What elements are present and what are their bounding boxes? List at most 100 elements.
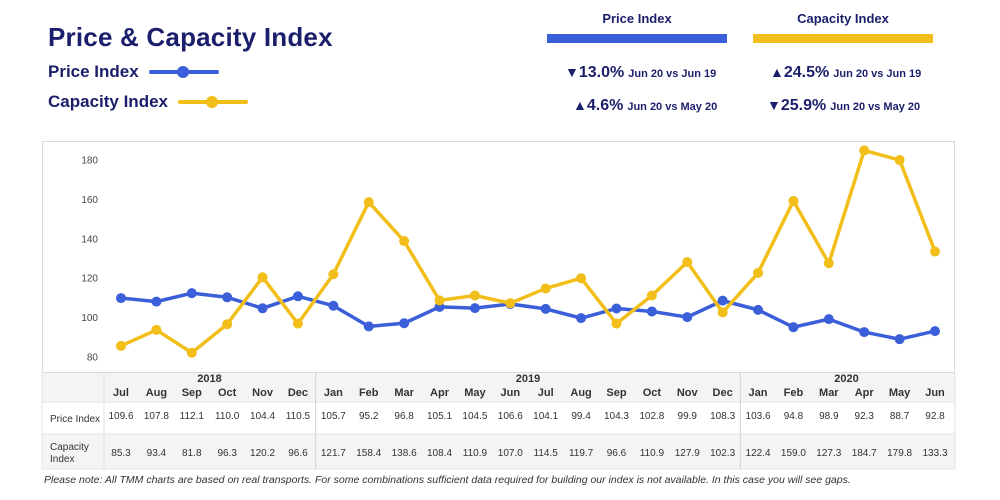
- year-label: 2019: [516, 373, 540, 385]
- kpi-price-mom: ▲4.6% Jun 20 vs May 20: [573, 97, 717, 115]
- data-point-price: [859, 327, 870, 338]
- data-point-price: [186, 288, 197, 299]
- legend-capacity-label: Capacity Index: [48, 92, 168, 111]
- table-cell: 99.4: [571, 411, 591, 422]
- table-cell: 107.8: [144, 411, 169, 422]
- x-tick-label: Dec: [713, 387, 733, 399]
- kpi-capacity-bar: [753, 34, 933, 43]
- data-point-capacity: [116, 340, 126, 351]
- table-cell: 110.0: [215, 411, 240, 422]
- table-cell: 88.7: [890, 411, 910, 422]
- table-cell: 105.7: [321, 411, 346, 422]
- x-tick-label: Jan: [324, 387, 343, 399]
- data-point-price: [363, 321, 374, 332]
- data-point-price: [328, 300, 339, 311]
- data-point-price: [222, 292, 233, 303]
- table-cell: 85.3: [111, 448, 131, 459]
- x-tick-label: Jun: [925, 387, 945, 399]
- x-tick-label: Apr: [855, 387, 875, 399]
- kpi-compare: Jun 20 vs May 20: [830, 101, 921, 113]
- kpi-pct: 13.0%: [578, 64, 625, 81]
- table-cell: 133.3: [922, 448, 947, 459]
- table-cell: 127.3: [816, 448, 841, 459]
- data-point-price: [788, 322, 799, 333]
- kpi-compare: Jun 20 vs Jun 19: [833, 68, 922, 80]
- kpi-arrow: ▼: [767, 97, 781, 113]
- data-point-price: [292, 291, 303, 302]
- table-cell: 114.5: [534, 448, 559, 459]
- table-cell: 96.6: [288, 448, 308, 459]
- table-cell: 98.9: [819, 411, 839, 422]
- data-point-capacity: [222, 319, 233, 330]
- y-tick-label: 140: [81, 234, 98, 245]
- legend-price-swatch: [148, 65, 219, 79]
- data-point-price: [116, 293, 126, 304]
- data-point-capacity: [186, 347, 197, 358]
- x-tick-label: May: [464, 387, 486, 399]
- x-tick-label: Aug: [146, 387, 167, 399]
- x-tick-label: Jan: [749, 387, 768, 399]
- x-tick-label: Oct: [643, 387, 662, 399]
- kpi-capacity-mom: ▼25.9% Jun 20 vs May 20: [767, 97, 920, 115]
- data-point-capacity: [292, 318, 303, 329]
- data-point-capacity: [930, 246, 940, 257]
- y-tick-label: 180: [81, 156, 98, 167]
- data-point-capacity: [540, 283, 551, 294]
- data-point-capacity: [505, 298, 516, 309]
- table-cell: 106.6: [498, 411, 523, 422]
- x-tick-label: May: [889, 387, 911, 399]
- x-tick-label: Mar: [819, 387, 839, 399]
- y-tick-label: 80: [87, 352, 99, 363]
- kpi-compare: Jun 20 vs Jun 19: [628, 68, 717, 80]
- table-cell: 127.9: [675, 448, 700, 459]
- table-row-band: [42, 434, 955, 469]
- series-line-capacity: [120, 148, 937, 355]
- kpi-pct: 25.9%: [780, 97, 827, 114]
- row-label-capacity: Capacity Index: [50, 442, 89, 465]
- x-tick-label: Sep: [182, 387, 202, 399]
- data-point-capacity: [682, 257, 693, 268]
- chart-title: Price & Capacity Index: [48, 22, 333, 52]
- table-cell: 121.7: [321, 448, 346, 459]
- x-tick-label: Apr: [430, 387, 450, 399]
- kpi-capacity-yoy: ▲24.5% Jun 20 vs Jun 19: [770, 64, 921, 82]
- data-point-capacity: [611, 318, 622, 329]
- data-point-capacity: [894, 155, 905, 166]
- data-point-price: [894, 334, 905, 345]
- data-point-capacity: [151, 324, 162, 335]
- kpi-arrow: ▼: [565, 64, 579, 80]
- y-tick-label: 160: [81, 195, 98, 206]
- table-cell: 108.3: [710, 411, 735, 422]
- data-point-capacity: [469, 290, 480, 301]
- x-tick-label: Feb: [784, 387, 804, 399]
- table-cell: 94.8: [784, 411, 804, 422]
- table-cell: 109.6: [108, 411, 133, 422]
- table-cell: 120.2: [250, 448, 275, 459]
- table-cell: 105.1: [427, 411, 452, 422]
- kpi-price-yoy: ▼13.0% Jun 20 vs Jun 19: [565, 64, 716, 82]
- table-cell: 112.1: [180, 411, 205, 422]
- table-cell: 96.8: [394, 411, 414, 422]
- table-cell: 104.3: [604, 411, 629, 422]
- table-cell: 119.7: [569, 448, 594, 459]
- data-point-capacity: [257, 272, 268, 283]
- kpi-capacity-header: Capacity Index: [797, 11, 889, 26]
- table-cell: 104.5: [462, 411, 487, 422]
- x-tick-label: Jul: [538, 387, 554, 399]
- data-point-price: [682, 312, 693, 323]
- table-cell: 122.4: [746, 448, 771, 459]
- footnote: Please note: All TMM charts are based on…: [44, 474, 851, 486]
- table-cell: 107.0: [498, 448, 523, 459]
- year-label: 2020: [834, 373, 858, 385]
- x-tick-label: Oct: [218, 387, 237, 399]
- x-tick-label: Dec: [288, 387, 308, 399]
- axis-band: [42, 373, 955, 402]
- data-point-price: [717, 295, 728, 306]
- data-point-price: [469, 303, 480, 314]
- data-point-price: [646, 306, 657, 317]
- table-cell: 104.4: [250, 411, 275, 422]
- table-cell: 92.3: [854, 411, 874, 422]
- data-point-price: [540, 303, 551, 314]
- data-point-capacity: [576, 273, 587, 284]
- kpi-price-header: Price Index: [602, 11, 672, 26]
